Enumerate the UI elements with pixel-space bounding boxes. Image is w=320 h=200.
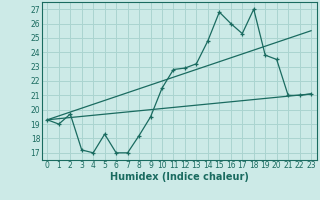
X-axis label: Humidex (Indice chaleur): Humidex (Indice chaleur)	[110, 172, 249, 182]
